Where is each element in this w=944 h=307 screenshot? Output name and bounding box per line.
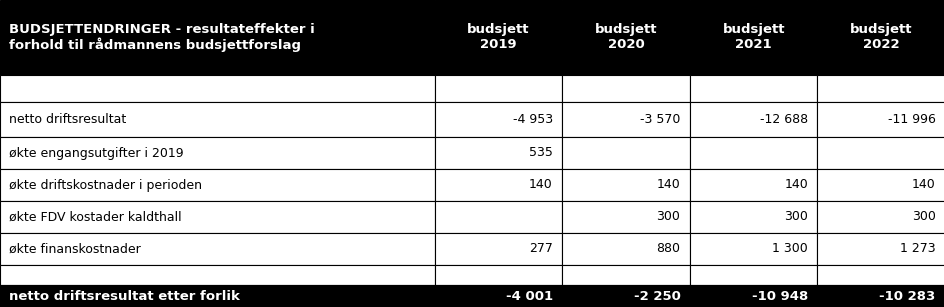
- Text: budsjett
2020: budsjett 2020: [594, 24, 657, 52]
- Text: økte driftskostnader i perioden: økte driftskostnader i perioden: [9, 178, 202, 192]
- Text: BUDSJETTENDRINGER - resultateffekter i
forhold til rådmannens budsjettforslag: BUDSJETTENDRINGER - resultateffekter i f…: [9, 22, 315, 52]
- Text: 300: 300: [911, 211, 935, 223]
- Text: -12 688: -12 688: [759, 113, 807, 126]
- Bar: [689, 169, 817, 201]
- Text: 1 273: 1 273: [899, 243, 935, 255]
- Bar: [817, 201, 944, 233]
- Text: 140: 140: [784, 178, 807, 192]
- Bar: [434, 265, 562, 285]
- Bar: [689, 102, 817, 137]
- Text: 140: 140: [656, 178, 680, 192]
- Text: netto driftsresultat etter forlik: netto driftsresultat etter forlik: [9, 290, 240, 302]
- Bar: [562, 0, 689, 75]
- Bar: [817, 0, 944, 75]
- Bar: [689, 137, 817, 169]
- Bar: [689, 75, 817, 102]
- Bar: [0, 137, 434, 169]
- Bar: [0, 265, 434, 285]
- Bar: [817, 102, 944, 137]
- Bar: [434, 102, 562, 137]
- Bar: [0, 0, 434, 75]
- Text: økte engangsutgifter i 2019: økte engangsutgifter i 2019: [9, 146, 184, 160]
- Bar: [562, 102, 689, 137]
- Bar: [562, 75, 689, 102]
- Text: 277: 277: [529, 243, 552, 255]
- Text: budsjett
2021: budsjett 2021: [721, 24, 784, 52]
- Bar: [817, 137, 944, 169]
- Bar: [817, 75, 944, 102]
- Bar: [817, 285, 944, 307]
- Bar: [0, 75, 434, 102]
- Bar: [434, 137, 562, 169]
- Bar: [562, 201, 689, 233]
- Text: 140: 140: [529, 178, 552, 192]
- Text: økte FDV kostader kaldthall: økte FDV kostader kaldthall: [9, 211, 182, 223]
- Bar: [0, 102, 434, 137]
- Bar: [689, 0, 817, 75]
- Text: 880: 880: [656, 243, 680, 255]
- Bar: [817, 233, 944, 265]
- Bar: [434, 169, 562, 201]
- Bar: [689, 233, 817, 265]
- Bar: [0, 285, 434, 307]
- Bar: [817, 265, 944, 285]
- Text: 535: 535: [529, 146, 552, 160]
- Bar: [689, 201, 817, 233]
- Text: 300: 300: [784, 211, 807, 223]
- Text: -3 570: -3 570: [639, 113, 680, 126]
- Text: -2 250: -2 250: [632, 290, 680, 302]
- Text: 300: 300: [656, 211, 680, 223]
- Bar: [817, 169, 944, 201]
- Bar: [0, 201, 434, 233]
- Bar: [0, 233, 434, 265]
- Bar: [434, 285, 562, 307]
- Bar: [562, 169, 689, 201]
- Bar: [434, 233, 562, 265]
- Bar: [0, 169, 434, 201]
- Text: 140: 140: [911, 178, 935, 192]
- Text: netto driftsresultat: netto driftsresultat: [9, 113, 126, 126]
- Text: budsjett
2022: budsjett 2022: [849, 24, 912, 52]
- Text: -4 001: -4 001: [505, 290, 552, 302]
- Bar: [562, 265, 689, 285]
- Text: -11 996: -11 996: [886, 113, 935, 126]
- Bar: [434, 75, 562, 102]
- Bar: [562, 137, 689, 169]
- Bar: [562, 285, 689, 307]
- Bar: [562, 233, 689, 265]
- Text: -10 948: -10 948: [750, 290, 807, 302]
- Text: -10 283: -10 283: [878, 290, 935, 302]
- Bar: [434, 201, 562, 233]
- Text: budsjett
2019: budsjett 2019: [466, 24, 530, 52]
- Bar: [434, 0, 562, 75]
- Text: 1 300: 1 300: [771, 243, 807, 255]
- Bar: [689, 285, 817, 307]
- Text: økte finanskostnader: økte finanskostnader: [9, 243, 141, 255]
- Text: -4 953: -4 953: [513, 113, 552, 126]
- Bar: [689, 265, 817, 285]
